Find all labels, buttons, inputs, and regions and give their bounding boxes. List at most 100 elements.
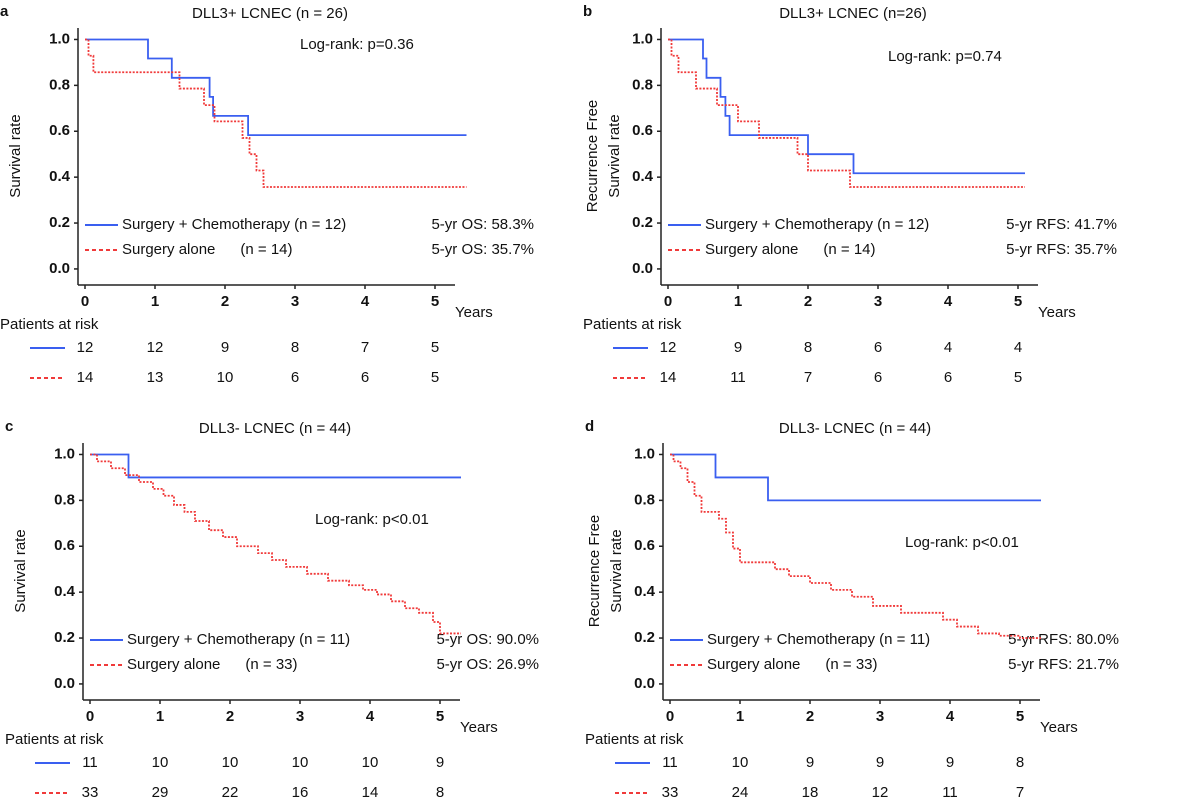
legend-summary: 5-yr OS: 58.3% (431, 216, 534, 233)
x-tick-label: 3 (876, 708, 884, 725)
y-tick-label: 0.2 (632, 214, 653, 231)
risk-count: 7 (1016, 784, 1024, 801)
risk-count: 8 (804, 339, 812, 356)
y-axis-label: Survival rate (606, 114, 623, 197)
risk-count: 6 (874, 339, 882, 356)
risk-count: 12 (660, 339, 677, 356)
y-tick-label: 0.6 (632, 122, 653, 139)
y-tick-label: 0.8 (54, 491, 75, 508)
y-tick-label: 0.2 (634, 629, 655, 646)
y-tick-label: 0.2 (54, 629, 75, 646)
risk-count: 11 (730, 369, 746, 386)
risk-count: 33 (82, 784, 99, 801)
risk-count: 29 (152, 784, 169, 801)
legend-summary: 5-yr RFS: 80.0% (1008, 631, 1119, 648)
x-tick-label: 2 (221, 293, 229, 310)
risk-count: 22 (222, 784, 239, 801)
legend-summary: 5-yr OS: 35.7% (431, 241, 534, 258)
y-tick-label: 0.0 (634, 675, 655, 692)
survival-curve (90, 453, 461, 635)
y-tick-label: 0.6 (54, 537, 75, 554)
x-tick-label: 1 (734, 293, 742, 310)
y-tick-label: 0.0 (54, 675, 75, 692)
panel-title: DLL3+ LCNEC (n=26) (779, 5, 927, 22)
risk-count: 10 (292, 754, 309, 771)
x-tick-label: 4 (361, 293, 370, 310)
legend-summary: 5-yr RFS: 35.7% (1006, 241, 1117, 258)
risk-count: 11 (942, 784, 958, 801)
risk-count: 10 (732, 754, 749, 771)
x-tick-label: 1 (151, 293, 159, 310)
survival-curve (670, 453, 1041, 639)
survival-curve (90, 453, 461, 479)
panel-title: DLL3+ LCNEC (n = 26) (192, 5, 348, 22)
risk-count: 33 (662, 784, 679, 801)
risk-count: 13 (147, 369, 164, 386)
x-tick-label: 2 (806, 708, 814, 725)
y-tick-label: 0.8 (49, 76, 70, 93)
legend-label: Surgery + Chemotherapy (n = 11) (707, 631, 930, 648)
legend-label: Surgery + Chemotherapy (n = 12) (705, 216, 929, 233)
x-tick-label: 0 (86, 708, 94, 725)
panel-letter: b (583, 3, 592, 20)
y-tick-label: 0.4 (54, 583, 76, 600)
x-tick-label: 5 (1014, 293, 1022, 310)
annotation: Log-rank: p<0.01 (315, 511, 429, 528)
x-tick-label: 2 (804, 293, 812, 310)
x-axis-label: Years (455, 304, 493, 321)
x-tick-label: 0 (81, 293, 89, 310)
y-tick-label: 0.8 (632, 76, 653, 93)
y-tick-label: 1.0 (632, 30, 653, 47)
risk-count: 4 (944, 339, 952, 356)
y-axis-label: Recurrence Free (584, 100, 601, 213)
risk-count: 6 (874, 369, 882, 386)
x-tick-label: 4 (944, 293, 953, 310)
y-tick-label: 1.0 (49, 30, 70, 47)
y-tick-label: 0.6 (49, 122, 70, 139)
x-axis-label: Years (1040, 719, 1078, 736)
risk-count: 9 (221, 339, 229, 356)
panel-title: DLL3- LCNEC (n = 44) (779, 420, 931, 437)
risk-label: Patients at risk (0, 316, 99, 333)
risk-label: Patients at risk (583, 316, 682, 333)
y-tick-label: 0.4 (634, 583, 656, 600)
panel-letter: d (585, 418, 594, 435)
risk-label: Patients at risk (585, 731, 684, 748)
legend-summary: 5-yr OS: 90.0% (436, 631, 539, 648)
risk-count: 14 (77, 369, 94, 386)
risk-count: 7 (361, 339, 369, 356)
y-tick-label: 1.0 (634, 445, 655, 462)
annotation: Log-rank: p<0.01 (905, 534, 1019, 551)
risk-count: 8 (291, 339, 299, 356)
risk-count: 12 (872, 784, 889, 801)
y-axis-label: Survival rate (608, 529, 625, 612)
x-tick-label: 5 (436, 708, 444, 725)
legend-label: Surgery alone (n = 14) (122, 241, 293, 258)
legend-summary: 5-yr OS: 26.9% (436, 656, 539, 673)
survival-curve (670, 453, 1041, 502)
x-tick-label: 0 (664, 293, 672, 310)
risk-count: 10 (217, 369, 234, 386)
x-tick-label: 2 (226, 708, 234, 725)
panel: b DLL3+ LCNEC (n=26) Log-rank: p=0.74 Recur… (583, 3, 1117, 386)
risk-count: 10 (362, 754, 379, 771)
y-tick-label: 0.0 (49, 260, 70, 277)
panel: d DLL3- LCNEC (n = 44) Log-rank: p<0.01 Rec… (585, 418, 1119, 801)
survival-curve (85, 38, 467, 137)
x-tick-label: 4 (366, 708, 375, 725)
y-tick-label: 0.4 (49, 168, 71, 185)
y-tick-label: 0.2 (49, 214, 70, 231)
legend-summary: 5-yr RFS: 21.7% (1008, 656, 1119, 673)
y-tick-label: 1.0 (54, 445, 75, 462)
annotation: Log-rank: p=0.36 (300, 36, 414, 53)
risk-count: 9 (436, 754, 444, 771)
risk-count: 5 (431, 369, 439, 386)
risk-count: 11 (662, 754, 678, 771)
y-axis-label: Survival rate (7, 114, 24, 197)
risk-count: 6 (944, 369, 952, 386)
x-tick-label: 3 (296, 708, 304, 725)
risk-count: 12 (147, 339, 164, 356)
y-tick-label: 0.4 (632, 168, 654, 185)
risk-count: 9 (876, 754, 884, 771)
survival-curve (85, 38, 467, 188)
